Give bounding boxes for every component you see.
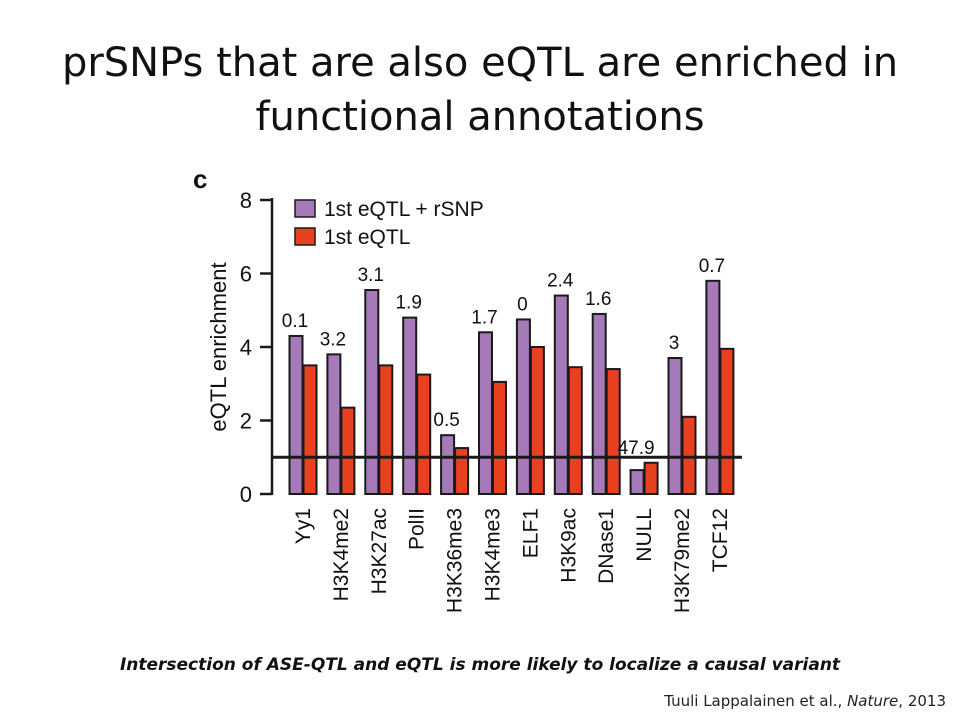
- bar-eqtl-rsnp-h3k4me3: [478, 331, 493, 495]
- bar-eqtl-rsnp-null: [629, 469, 645, 495]
- bar-eqtl-h3k4me2: [340, 406, 356, 496]
- bar-eqtl-rsnp-dnase1: [591, 312, 607, 495]
- legend-swatch-eqtl-rsnp: [294, 199, 316, 218]
- slide-caption: Intersection of ASE-QTL and eQTL is more…: [119, 655, 841, 675]
- slide-title-line1: prSNPs that are also eQTL are enriched i…: [61, 40, 899, 86]
- bar-annotation-dnase1: 1.6: [585, 289, 611, 310]
- y-tick-label-8: 8: [240, 188, 252, 213]
- bar-eqtl-dnase1: [605, 368, 621, 495]
- bar-eqtl-polii: [416, 373, 432, 495]
- legend-swatch-eqtl: [294, 227, 316, 246]
- bar-annotation-null: 47.9: [618, 438, 655, 459]
- bar-eqtl-rsnp-yy1: [288, 334, 304, 495]
- category-label-h3k27ac: H3K27ac: [368, 508, 391, 594]
- bar-eqtl-h3k4me3: [492, 380, 507, 496]
- slide-title: prSNPs that are also eQTL are enriched i…: [40, 36, 920, 144]
- citation-authors: Tuuli Lappalainen et al.,: [664, 692, 848, 710]
- bar-eqtl-h3k79me2: [681, 415, 697, 496]
- citation-journal: Nature: [847, 692, 899, 710]
- y-tick-label-2: 2: [240, 409, 252, 434]
- bar-eqtl-rsnp-h3k9ac: [553, 294, 569, 495]
- bar-annotation-h3k4me3: 1.7: [471, 307, 497, 328]
- slide-title-line2: functional annotations: [255, 94, 705, 140]
- bar-eqtl-rsnp-h3k36me3: [440, 434, 456, 496]
- category-label-h3k4me2: H3K4me2: [330, 508, 353, 601]
- y-tick-label-0: 0: [240, 482, 252, 507]
- category-label-h3k4me3: H3K4me3: [482, 508, 505, 601]
- bar-eqtl-null: [643, 461, 659, 496]
- bar-eqtl-yy1: [302, 364, 318, 495]
- bar-annotation-h3k79me2: 3: [669, 333, 680, 354]
- category-label-h3k79me2: H3K79me2: [671, 508, 694, 613]
- bar-eqtl-rsnp-h3k79me2: [667, 357, 683, 495]
- y-axis-label: eQTL enrichment: [206, 262, 231, 431]
- category-label-elf1: ELF1: [519, 508, 542, 558]
- category-label-h3k36me3: H3K36me3: [444, 508, 467, 613]
- bar-eqtl-rsnp-h3k27ac: [364, 289, 380, 495]
- bar-annotation-elf1: 0: [517, 294, 528, 315]
- legend-label-eqtl-rsnp: 1st eQTL + rSNP: [324, 198, 484, 221]
- bar-annotation-polii: 1.9: [395, 293, 421, 314]
- category-label-h3k9ac: H3K9ac: [557, 508, 580, 583]
- bar-eqtl-tcf12: [719, 347, 735, 495]
- panel-label: c: [193, 164, 207, 194]
- y-tick-label-4: 4: [240, 335, 252, 360]
- bar-annotation-yy1: 0.1: [282, 311, 308, 332]
- bar-annotation-h3k36me3: 0.5: [433, 410, 459, 431]
- bar-eqtl-h3k27ac: [378, 364, 394, 495]
- bar-annotation-h3k9ac: 2.4: [547, 271, 574, 292]
- enrichment-bar-chart: 0.1 Yy1 3.2 H3K4me2 3.1 H3K27ac 1.9 PolII 0.5 H3K…: [193, 164, 742, 613]
- bar-eqtl-rsnp-tcf12: [705, 279, 721, 495]
- legend-label-eqtl: 1st eQTL: [324, 226, 410, 249]
- bar-eqtl-elf1: [529, 346, 545, 495]
- category-label-yy1: Yy1: [292, 508, 315, 544]
- bar-eqtl-rsnp-polii: [402, 316, 418, 495]
- bar-annotation-tcf12: 0.7: [699, 256, 725, 277]
- y-tick-label-6: 6: [240, 262, 252, 287]
- bar-eqtl-rsnp-elf1: [515, 318, 531, 495]
- category-label-dnase1: DNase1: [595, 508, 618, 584]
- bar-eqtl-h3k36me3: [454, 447, 470, 495]
- category-label-tcf12: TCF12: [709, 508, 732, 572]
- bar-annotation-h3k4me2: 3.2: [320, 329, 346, 350]
- bar-eqtl-rsnp-h3k4me2: [326, 353, 342, 495]
- category-label-polii: PolII: [406, 508, 429, 550]
- bar-eqtl-h3k9ac: [567, 366, 583, 495]
- category-label-null: NULL: [633, 508, 656, 562]
- citation-year: , 2013: [898, 692, 946, 710]
- citation: Tuuli Lappalainen et al., Nature, 2013: [664, 692, 946, 710]
- bar-annotation-h3k27ac: 3.1: [358, 265, 384, 286]
